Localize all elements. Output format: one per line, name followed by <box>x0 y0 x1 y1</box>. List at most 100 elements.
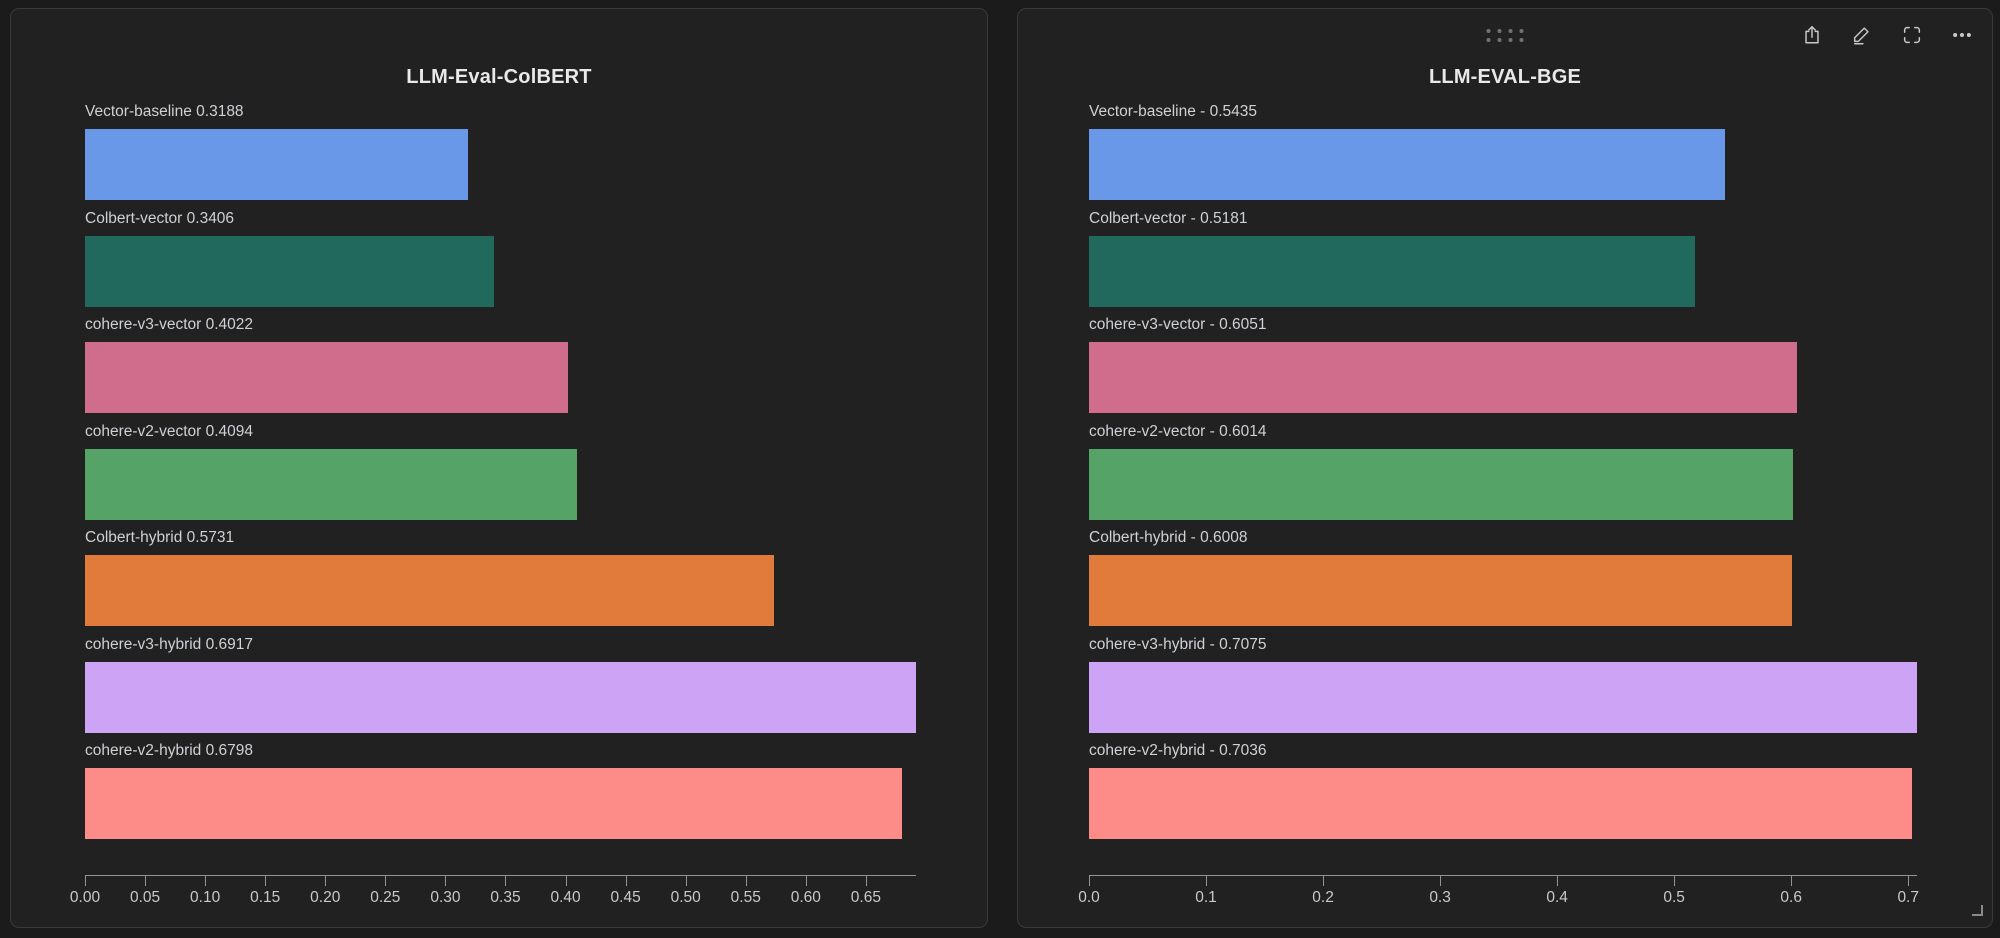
card-toolbar <box>1800 23 1973 46</box>
bar-label: cohere-v2-vector 0.4094 <box>85 422 254 440</box>
axis-tick: 0.1 <box>1195 876 1217 906</box>
bar[interactable] <box>85 555 774 626</box>
axis-tick-label: 0.0 <box>1078 889 1100 906</box>
axis-tick: 0.65 <box>851 876 881 906</box>
more-button[interactable] <box>1950 23 1973 46</box>
bar[interactable] <box>1089 555 1793 626</box>
bar-chart-bge: Vector-baseline - 0.5435 Colbert-vector -… <box>1089 101 1917 847</box>
bar-label: Colbert-vector 0.3406 <box>85 209 235 227</box>
chart-card-llm-eval-colbert: LLM-Eval-ColBERT Vector-baseline 0.3188 C… <box>10 8 988 928</box>
bar-chart-colbert: Vector-baseline 0.3188 Colbert-vector 0.3… <box>85 101 916 847</box>
drag-dot <box>1508 29 1512 33</box>
bar[interactable] <box>1089 342 1798 413</box>
bar-row: cohere-v2-hybrid - 0.7036 <box>1089 740 1917 839</box>
axis-tick: 0.60 <box>791 876 821 906</box>
drag-dot <box>1497 29 1501 33</box>
axis-tick-label: 0.00 <box>69 889 101 906</box>
bar[interactable] <box>85 661 916 733</box>
bar-row: cohere-v3-hybrid - 0.7075 <box>1089 634 1917 733</box>
axis-tick: 0.2 <box>1312 876 1334 906</box>
axis-tick: 0.25 <box>370 876 400 906</box>
axis-tick: 0.5 <box>1663 876 1685 906</box>
share-button[interactable] <box>1800 23 1823 46</box>
axis-tick-label: 0.4 <box>1546 889 1568 906</box>
axis-tick: 0.0 <box>1078 876 1100 906</box>
axis-tick-label: 0.60 <box>790 889 821 906</box>
axis-tick-label: 0.10 <box>190 889 221 906</box>
bar-label: Vector-baseline 0.3188 <box>85 103 244 120</box>
edit-button[interactable] <box>1850 23 1873 46</box>
bar[interactable] <box>85 129 468 200</box>
bar-label: cohere-v3-hybrid - 0.7075 <box>1089 635 1267 653</box>
bar[interactable] <box>1089 661 1917 733</box>
axis-tick: 0.30 <box>430 876 460 906</box>
axis-tick: 0.10 <box>190 876 220 906</box>
axis-tick-label: 0.65 <box>850 889 881 906</box>
bar[interactable] <box>85 448 577 520</box>
axis-tick-label: 0.30 <box>430 889 461 906</box>
axis-tick-label: 0.2 <box>1312 889 1334 906</box>
drag-dot <box>1519 38 1523 42</box>
bar-row: Colbert-hybrid 0.5731 <box>85 527 916 626</box>
bar-row: Colbert-vector - 0.5181 <box>1089 208 1917 307</box>
drag-dot <box>1508 38 1512 42</box>
drag-handle-icon[interactable] <box>1486 29 1524 42</box>
fullscreen-icon <box>1903 26 1920 43</box>
bar-label: Colbert-hybrid 0.5731 <box>85 529 235 546</box>
bar-row: Colbert-hybrid - 0.6008 <box>1089 527 1917 626</box>
axis-tick: 0.50 <box>671 876 701 906</box>
axis-tick-label: 0.6 <box>1780 889 1802 906</box>
edit-icon <box>1853 26 1869 44</box>
x-axis: 0.00 0.05 0.10 0.15 0.20 0.25 0.30 0.35 0.40 0.45… <box>70 875 916 915</box>
axis-tick-label: 0.25 <box>370 889 401 906</box>
more-icon <box>1952 32 1971 37</box>
axis-tick: 0.4 <box>1546 876 1568 906</box>
bar-label: cohere-v3-hybrid 0.6917 <box>85 635 254 653</box>
axis-tick: 0.40 <box>550 876 581 906</box>
chart-title: LLM-EVAL-BGE <box>1428 65 1581 88</box>
bar-row: cohere-v2-hybrid 0.6798 <box>85 740 916 839</box>
axis-tick: 0.55 <box>731 876 761 906</box>
bar-row: Vector-baseline 0.3188 <box>85 101 916 200</box>
axis-tick-label: 0.45 <box>610 889 641 906</box>
bar-label: cohere-v3-vector 0.4022 <box>85 316 254 333</box>
axis-tick-label: 0.05 <box>129 889 161 906</box>
drag-dot <box>1486 38 1490 42</box>
axis-tick: 0.15 <box>250 876 280 906</box>
drag-dot <box>1486 29 1490 33</box>
axis-tick-label: 0.1 <box>1195 889 1217 906</box>
bar[interactable] <box>1089 235 1696 307</box>
bar-row: Colbert-vector 0.3406 <box>85 208 916 307</box>
axis-tick: 0.3 <box>1429 876 1451 906</box>
bar[interactable] <box>85 235 495 307</box>
bar-row: Vector-baseline - 0.5435 <box>1089 101 1917 200</box>
bar[interactable] <box>1089 448 1793 520</box>
x-axis: 0.0 0.1 0.2 0.3 0.4 0.5 0.6 0.7 <box>1078 875 1919 915</box>
chart-card-llm-eval-bge: LLM-EVAL-BGE Vector-baseline - 0.5435 Col… <box>1017 8 1993 928</box>
bar-label: cohere-v2-hybrid - 0.7036 <box>1089 742 1267 759</box>
axis-tick: 0.7 <box>1897 876 1919 906</box>
axis-tick-label: 0.55 <box>730 889 761 906</box>
bar-label: Colbert-hybrid - 0.6008 <box>1089 529 1248 546</box>
bar-row: cohere-v3-vector - 0.6051 <box>1089 314 1917 413</box>
bar-row: cohere-v3-hybrid 0.6917 <box>85 634 916 733</box>
axis-tick-label: 0.3 <box>1429 889 1451 906</box>
bar-label: cohere-v2-hybrid 0.6798 <box>85 742 254 759</box>
bar-row: cohere-v3-vector 0.4022 <box>85 314 916 413</box>
bar[interactable] <box>1089 129 1726 200</box>
axis-tick-label: 0.5 <box>1663 889 1685 906</box>
bar-row: cohere-v2-vector - 0.6014 <box>1089 421 1917 520</box>
axis-tick-label: 0.50 <box>670 889 701 906</box>
axis-tick-label: 0.15 <box>250 889 281 906</box>
axis-tick: 0.00 <box>70 876 100 906</box>
axis-tick-label: 0.40 <box>550 889 581 906</box>
bar-label: cohere-v3-vector - 0.6051 <box>1089 316 1267 333</box>
bar[interactable] <box>1089 768 1913 839</box>
axis-tick: 0.6 <box>1780 876 1802 906</box>
bar[interactable] <box>85 768 902 839</box>
resize-handle[interactable] <box>1972 905 1983 916</box>
bar[interactable] <box>85 342 569 413</box>
bar-label: Vector-baseline - 0.5435 <box>1089 103 1258 120</box>
fullscreen-button[interactable] <box>1900 23 1923 46</box>
axis-tick: 0.35 <box>490 876 521 906</box>
